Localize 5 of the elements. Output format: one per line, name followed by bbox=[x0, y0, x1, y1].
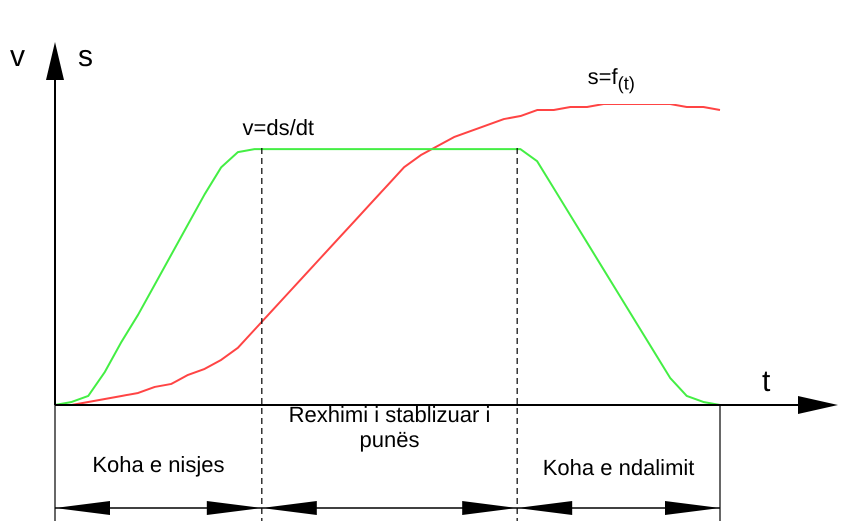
y-axis-title: v bbox=[10, 40, 25, 74]
x-axis-title: t bbox=[762, 365, 770, 400]
y2-axis-title: s bbox=[78, 40, 93, 74]
series-label: s=f$_{(t)}$ bbox=[588, 64, 635, 94]
series-label: v=ds/dt bbox=[242, 115, 314, 140]
